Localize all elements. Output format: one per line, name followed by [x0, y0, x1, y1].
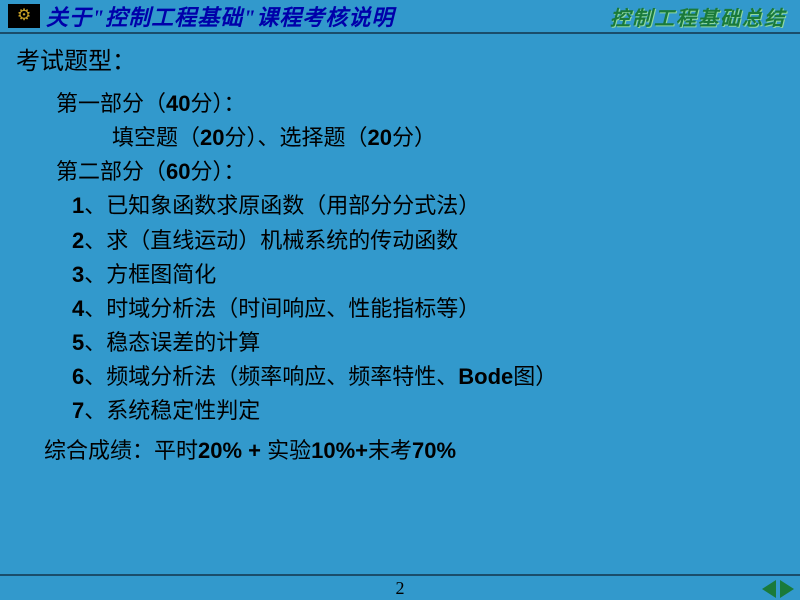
final-score: 综合成绩：平时20% + 实验10%+末考70% — [16, 434, 784, 468]
fill-pre: 填空题（ — [112, 125, 200, 150]
item-1: 1、已知象函数求原函数（用部分分式法） — [16, 189, 784, 223]
item-text-pre: 、频域分析法（频率响应、频率特性、 — [84, 364, 458, 389]
part2-points: 60 — [166, 159, 190, 184]
choice-points: 20 — [368, 125, 392, 150]
nav-arrows — [762, 580, 794, 598]
slide-header: ⚙ 关于"控制工程基础"课程考核说明 控制工程基础总结 — [0, 0, 800, 32]
final-mid2: 末考 — [368, 438, 412, 463]
item-text: 、已知象函数求原函数（用部分分式法） — [84, 193, 480, 218]
item-5: 5、稳态误差的计算 — [16, 326, 784, 360]
item-num: 1 — [72, 193, 84, 218]
item-3: 3、方框图简化 — [16, 258, 784, 292]
item-text: 、稳态误差的计算 — [84, 330, 260, 355]
item-2: 2、求（直线运动）机械系统的传动函数 — [16, 224, 784, 258]
part1-detail: 填空题（20分）、选择题（20分） — [16, 121, 784, 155]
final-p2: 10%+ — [311, 438, 368, 463]
item-text: 、方框图简化 — [84, 262, 216, 287]
exam-types-heading: 考试题型： — [16, 44, 784, 81]
logo-icon: ⚙ — [8, 4, 40, 28]
part1-post: 分）： — [191, 91, 246, 116]
item-7: 7、系统稳定性判定 — [16, 394, 784, 428]
part1-pre: 第一部分（ — [56, 91, 166, 116]
choice-post: 分） — [392, 125, 436, 150]
fill-points: 20 — [200, 125, 224, 150]
item-text: 、求（直线运动）机械系统的传动函数 — [84, 228, 458, 253]
final-pre: 综合成绩：平时 — [44, 438, 198, 463]
item-num: 6 — [72, 364, 84, 389]
part1-heading: 第一部分（40分）： — [16, 87, 784, 121]
item-num: 2 — [72, 228, 84, 253]
item-num: 5 — [72, 330, 84, 355]
slide-subtitle: 控制工程基础总结 — [610, 2, 786, 31]
slide-content: 考试题型： 第一部分（40分）： 填空题（20分）、选择题（20分） 第二部分（… — [0, 34, 800, 468]
final-mid1: 实验 — [267, 438, 311, 463]
slide-footer: 2 — [0, 574, 800, 600]
item-num: 7 — [72, 398, 84, 423]
item-num: 3 — [72, 262, 84, 287]
item-num: 4 — [72, 296, 84, 321]
prev-arrow-icon[interactable] — [762, 580, 776, 598]
next-arrow-icon[interactable] — [780, 580, 794, 598]
fill-post: 分）、选择题（ — [225, 125, 368, 150]
page-number: 2 — [0, 578, 800, 599]
slide-title: 关于"控制工程基础"课程考核说明 — [46, 0, 610, 32]
part1-points: 40 — [166, 91, 190, 116]
item-6: 6、频域分析法（频率响应、频率特性、Bode图） — [16, 360, 784, 394]
final-p1: 20% + — [198, 438, 267, 463]
footer-divider — [0, 574, 800, 576]
item-text: 、时域分析法（时间响应、性能指标等） — [84, 296, 480, 321]
item-4: 4、时域分析法（时间响应、性能指标等） — [16, 292, 784, 326]
gear-icon: ⚙ — [17, 8, 31, 24]
part2-post: 分）： — [191, 159, 246, 184]
part2-heading: 第二部分（60分）： — [16, 155, 784, 189]
item-bold: Bode — [458, 364, 513, 389]
item-text: 、系统稳定性判定 — [84, 398, 260, 423]
part2-pre: 第二部分（ — [56, 159, 166, 184]
final-p3: 70% — [412, 438, 456, 463]
item-text-post: 图） — [513, 364, 557, 389]
